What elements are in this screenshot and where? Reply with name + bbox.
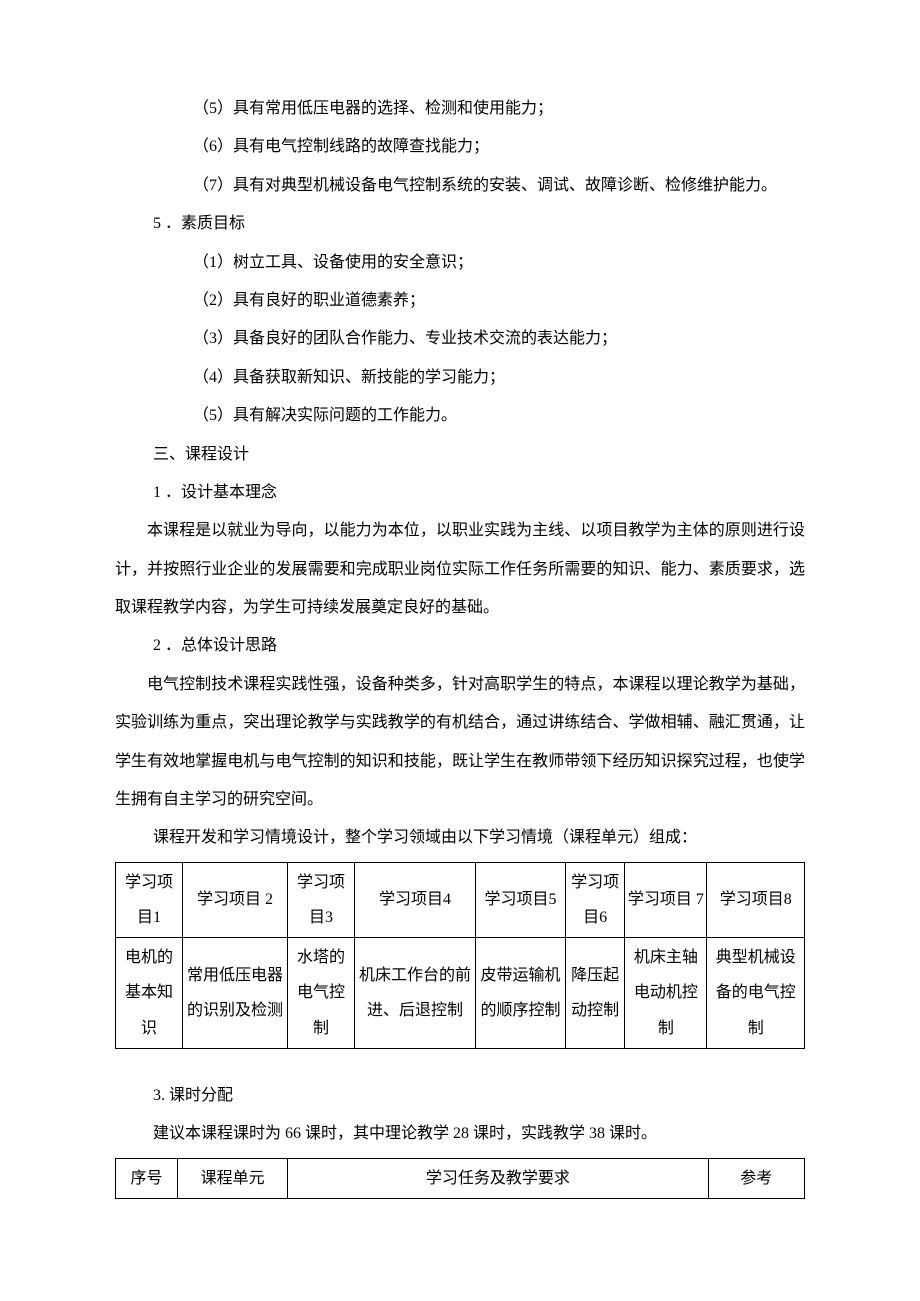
quality-item-1: （1）树立工具、设备使用的安全意识； [115, 244, 805, 282]
sub3-lead: 建议本课程课时为 66 课时，其中理论教学 28 课时，实践教学 38 课时。 [115, 1115, 805, 1153]
quality-item-2: （2）具有良好的职业道德素养； [115, 282, 805, 320]
table-header-5: 学习项目5 [476, 862, 566, 937]
quality-item-4: （4）具备获取新知识、新技能的学习能力； [115, 359, 805, 397]
table-cell: 机床主轴电动机控制 [625, 938, 707, 1049]
table-cell: 皮带运输机的顺序控制 [476, 938, 566, 1049]
quality-item-5: （5）具有解决实际问题的工作能力。 [115, 397, 805, 435]
spacer [115, 1049, 805, 1077]
hours-col-1: 序号 [116, 1158, 178, 1198]
table-cell: 机床工作台的前进、后退控制 [354, 938, 475, 1049]
hours-col-2: 课程单元 [178, 1158, 288, 1198]
skill-item-7: （7）具有对典型机械设备电气控制系统的安装、调试、故障诊断、检修维护能力。 [115, 167, 805, 205]
table-cell: 典型机械设备的电气控制 [707, 938, 805, 1049]
skill-item-6: （6）具有电气控制线路的故障查找能力； [115, 128, 805, 166]
hours-col-3: 学习任务及教学要求 [288, 1158, 708, 1198]
table-row: 电机的基本知识 常用低压电器的识别及检测 水塔的电气控制 机床工作台的前进、后退… [116, 938, 805, 1049]
table-cell: 常用低压电器的识别及检测 [182, 938, 287, 1049]
table-cell: 电机的基本知识 [116, 938, 183, 1049]
sub1-heading: 1 ．设计基本理念 [115, 474, 805, 512]
table-cell: 水塔的电气控制 [288, 938, 355, 1049]
sub2-lead: 课程开发和学习情境设计，整个学习领域由以下学习情境（课程单元）组成： [115, 819, 805, 857]
table-header-6: 学习项目6 [565, 862, 624, 937]
sub2-heading: 2 ．总体设计思路 [115, 627, 805, 665]
table-header-1: 学习项目1 [116, 862, 183, 937]
table-header-2: 学习项目 2 [182, 862, 287, 937]
section-5-heading: 5 ．素质目标 [115, 205, 805, 243]
table-row: 学习项目1 学习项目 2 学习项目3 学习项目4 学习项目5 学习项目6 学习项… [116, 862, 805, 937]
skill-item-5: （5）具有常用低压电器的选择、检测和使用能力； [115, 90, 805, 128]
learning-projects-table: 学习项目1 学习项目 2 学习项目3 学习项目4 学习项目5 学习项目6 学习项… [115, 862, 805, 1049]
table-header-3: 学习项目3 [288, 862, 355, 937]
section-3-heading: 三、课程设计 [115, 436, 805, 474]
table-header-7: 学习项目 7 [625, 862, 707, 937]
table-row: 序号 课程单元 学习任务及教学要求 参考 [116, 1158, 805, 1198]
hours-col-4: 参考 [708, 1158, 804, 1198]
table-header-4: 学习项目4 [354, 862, 475, 937]
sub1-para: 本课程是以就业为导向，以能力为本位，以职业实践为主线、以项目教学为主体的原则进行… [115, 512, 805, 627]
table-header-8: 学习项目8 [707, 862, 805, 937]
sub2-para: 电气控制技术课程实践性强，设备种类多，针对高职学生的特点，本课程以理论教学为基础… [115, 666, 805, 820]
hours-table: 序号 课程单元 学习任务及教学要求 参考 [115, 1158, 805, 1199]
quality-item-3: （3）具备良好的团队合作能力、专业技术交流的表达能力； [115, 320, 805, 358]
sub3-heading: 3. 课时分配 [115, 1077, 805, 1115]
table-cell: 降压起动控制 [565, 938, 624, 1049]
